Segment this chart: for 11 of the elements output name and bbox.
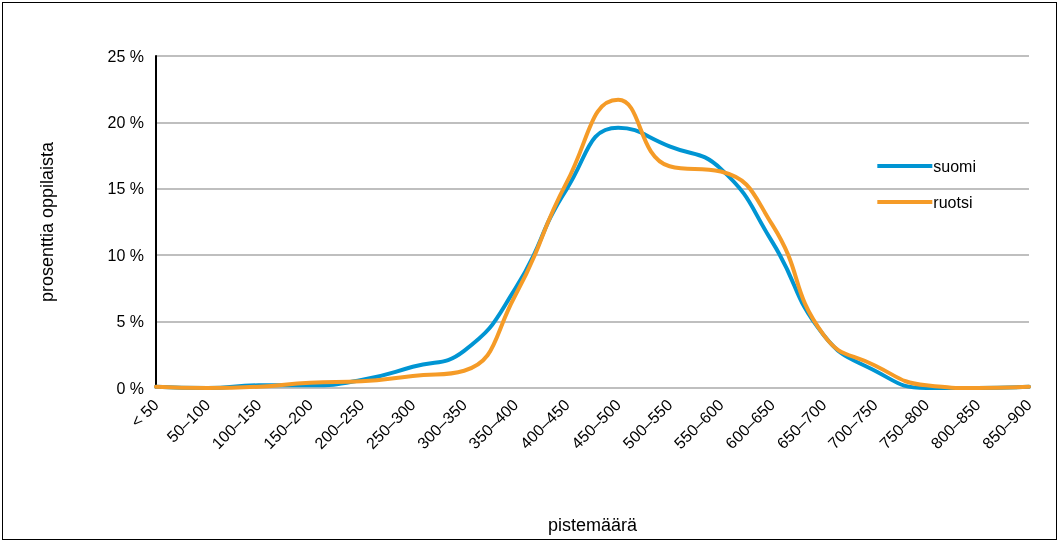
y-tick-label: 10 % [107, 246, 144, 264]
x-tick-label: < 50 [127, 395, 163, 431]
legend-label: ruotsi [933, 193, 973, 211]
legend-label: suomi [933, 157, 977, 175]
y-tick-label: 25 % [107, 47, 144, 65]
y-axis-title: prosenttia oppilaista [37, 140, 57, 303]
y-tick-label: 0 % [116, 379, 144, 397]
y-tick-label: 20 % [107, 113, 144, 131]
y-tick-label: 15 % [107, 180, 144, 198]
x-axis-title: pistemäärä [547, 515, 639, 535]
y-tick-label: 5 % [116, 313, 144, 331]
